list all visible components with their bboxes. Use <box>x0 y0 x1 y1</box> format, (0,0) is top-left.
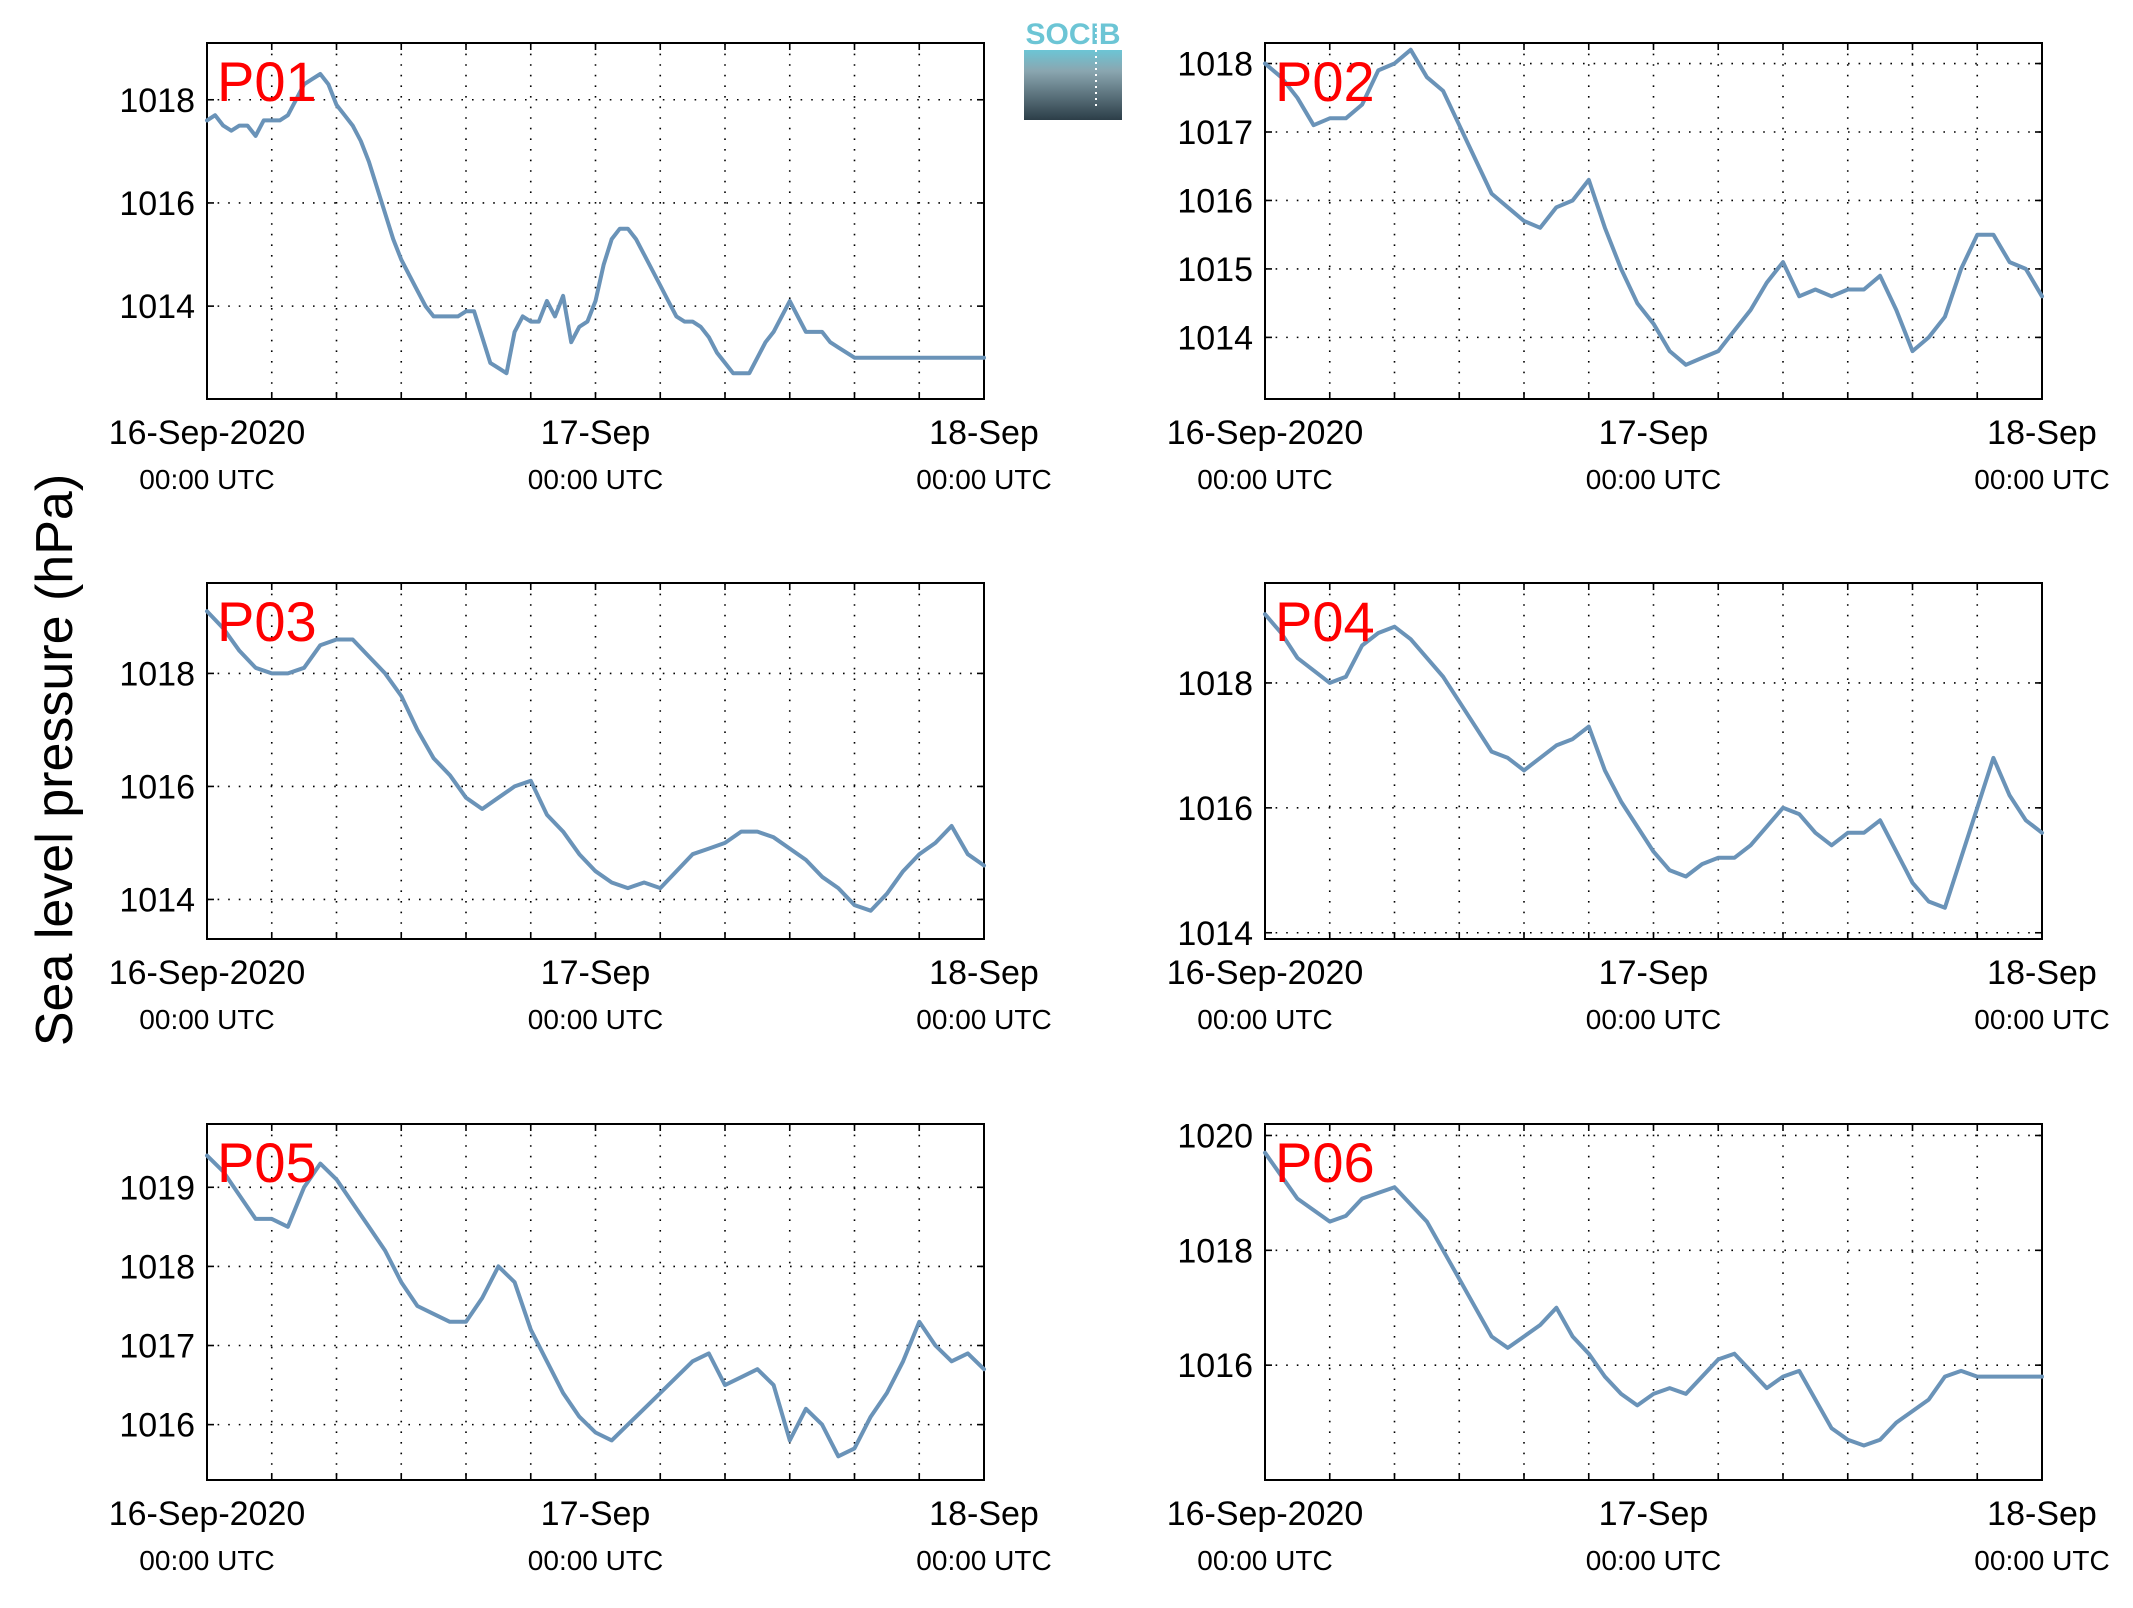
y-tick-label: 1014 <box>1177 319 1253 357</box>
y-axis-label: Sea level pressure (hPa) <box>26 474 84 1046</box>
x-tick-label-time: 00:00 UTC <box>1586 1545 1721 1576</box>
panel-p03: 1014 1016 1018 16-Sep-2020 00:00 UTC 17-Sep 00… <box>109 582 1052 1035</box>
socib-logo: SOCIB <box>1024 18 1122 120</box>
x-tick-label-date: 16-Sep-2020 <box>1167 954 1364 992</box>
panel-p01: 1014 1016 1018 16-Sep-2020 00:00 UTC 17-Sep 00… <box>109 42 1052 495</box>
y-tick-label: 1019 <box>119 1169 195 1207</box>
x-tick-label-date: 17-Sep <box>1599 414 1709 452</box>
x-tick-label-time: 00:00 UTC <box>916 464 1051 495</box>
y-tick-label: 1014 <box>1177 915 1253 953</box>
x-tick-label-date: 18-Sep <box>929 1495 1039 1533</box>
plot-frame <box>206 1123 985 1481</box>
y-tick-label: 1014 <box>119 288 195 326</box>
x-tick-label-date: 16-Sep-2020 <box>1167 1495 1364 1533</box>
series-line-p05 <box>205 1153 986 1459</box>
y-tick-label: 1017 <box>1177 114 1253 152</box>
x-tick-label-date: 16-Sep-2020 <box>109 954 306 992</box>
x-tick-label-time: 00:00 UTC <box>1974 464 2109 495</box>
y-tick-label: 1016 <box>119 1407 195 1445</box>
x-tick-label-time: 00:00 UTC <box>1197 1004 1332 1035</box>
y-tick-label: 1016 <box>119 185 195 223</box>
x-tick-label-date: 16-Sep-2020 <box>1167 414 1364 452</box>
x-tick-label-date: 16-Sep-2020 <box>109 1495 306 1533</box>
plot-frame <box>1264 1123 2043 1481</box>
x-tick-label-date: 17-Sep <box>1599 1495 1709 1533</box>
panel-p06: 1016 1018 1020 16-Sep-2020 00:00 UTC 17-Sep 00… <box>1167 1117 2110 1576</box>
x-tick-label-date: 18-Sep <box>929 414 1039 452</box>
y-tick-label: 1018 <box>119 82 195 120</box>
x-tick-label-date: 18-Sep <box>929 954 1039 992</box>
y-tick-label: 1018 <box>1177 46 1253 84</box>
x-tick-label-time: 00:00 UTC <box>139 1004 274 1035</box>
panel-label: P03 <box>217 590 317 653</box>
x-tick-label-time: 00:00 UTC <box>1197 1545 1332 1576</box>
x-tick-label-date: 18-Sep <box>1987 1495 2097 1533</box>
x-tick-label-time: 00:00 UTC <box>139 1545 274 1576</box>
x-tick-label-time: 00:00 UTC <box>1586 464 1721 495</box>
y-tick-label: 1020 <box>1177 1117 1253 1155</box>
x-tick-label-date: 17-Sep <box>541 954 651 992</box>
x-tick-label-date: 16-Sep-2020 <box>109 414 306 452</box>
panel-label: P04 <box>1275 590 1375 653</box>
y-tick-label: 1018 <box>1177 1232 1253 1270</box>
panel-label: P05 <box>217 1131 317 1194</box>
x-tick-label-time: 00:00 UTC <box>528 1545 663 1576</box>
x-tick-label-time: 00:00 UTC <box>916 1004 1051 1035</box>
y-tick-label: 1016 <box>1177 182 1253 220</box>
x-tick-label-time: 00:00 UTC <box>139 464 274 495</box>
series-line-p04 <box>1263 612 2044 910</box>
y-tick-label: 1018 <box>119 1248 195 1286</box>
x-tick-label-date: 18-Sep <box>1987 414 2097 452</box>
logo-block <box>1024 50 1122 120</box>
x-tick-label-time: 00:00 UTC <box>1197 464 1332 495</box>
panel-label: P02 <box>1275 50 1375 113</box>
panel-p02: 1014 1015 1016 1017 1018 16-Sep-2020 00:00 UTC… <box>1167 42 2110 495</box>
series-line-p03 <box>205 609 986 913</box>
y-tick-label: 1016 <box>1177 790 1253 828</box>
y-tick-label: 1018 <box>119 655 195 693</box>
y-tick-label: 1014 <box>119 881 195 919</box>
series-line-p02 <box>1263 47 2044 367</box>
x-tick-label-date: 17-Sep <box>541 414 651 452</box>
x-tick-label-time: 00:00 UTC <box>1974 1004 2109 1035</box>
plot-frame <box>1264 42 2043 400</box>
series-line-p06 <box>1263 1150 2044 1448</box>
plot-frame <box>206 582 985 940</box>
x-tick-label-time: 00:00 UTC <box>528 464 663 495</box>
x-tick-label-time: 00:00 UTC <box>916 1545 1051 1576</box>
panel-p04: 1014 1016 1018 16-Sep-2020 00:00 UTC 17-Sep 00… <box>1167 582 2110 1035</box>
y-tick-label: 1015 <box>1177 251 1253 289</box>
y-tick-label: 1017 <box>119 1328 195 1366</box>
y-tick-label: 1016 <box>1177 1347 1253 1385</box>
y-tick-label: 1016 <box>119 768 195 806</box>
panel-label: P01 <box>217 50 317 113</box>
x-tick-label-date: 17-Sep <box>1599 954 1709 992</box>
series-line-p01 <box>205 72 986 376</box>
panels-group: 1014 1016 1018 16-Sep-2020 00:00 UTC 17-Sep 00… <box>109 42 2110 1576</box>
logo-text: SOCIB <box>1025 18 1120 51</box>
panel-label: P06 <box>1275 1131 1375 1194</box>
x-tick-label-date: 17-Sep <box>541 1495 651 1533</box>
x-tick-label-time: 00:00 UTC <box>528 1004 663 1035</box>
panel-p05: 1016 1017 1018 1019 16-Sep-2020 00:00 UTC 17-S… <box>109 1123 1052 1576</box>
y-tick-label: 1018 <box>1177 665 1253 703</box>
x-tick-label-time: 00:00 UTC <box>1974 1545 2109 1576</box>
x-tick-label-date: 18-Sep <box>1987 954 2097 992</box>
x-tick-label-time: 00:00 UTC <box>1586 1004 1721 1035</box>
